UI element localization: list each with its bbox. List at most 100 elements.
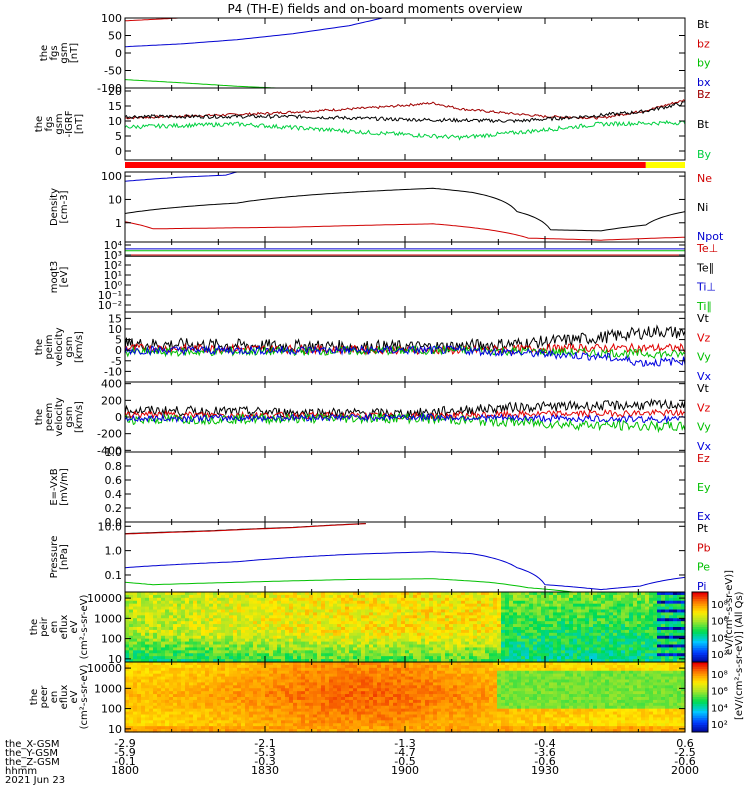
heatmap-cell — [197, 650, 202, 654]
heatmap-cell — [445, 597, 450, 602]
heatmap-cell — [645, 659, 650, 663]
heatmap-cell — [249, 708, 254, 713]
heatmap-cell — [661, 629, 666, 634]
heatmap-cell — [197, 691, 202, 695]
heatmap-cell — [217, 606, 222, 611]
heatmap-cell — [281, 714, 286, 719]
heatmap-cell — [637, 656, 642, 660]
heatmap-cell — [301, 694, 306, 698]
heatmap-cell — [209, 650, 214, 654]
heatmap-cell — [521, 618, 526, 622]
heatmap-cell — [337, 624, 342, 628]
heatmap-cell — [445, 621, 450, 625]
heatmap-cell — [577, 609, 582, 614]
heatmap-cell — [165, 594, 170, 599]
heatmap-cell — [481, 647, 486, 651]
colorbar-segment — [692, 629, 708, 633]
heatmap-cell — [425, 597, 430, 602]
heatmap-cell — [333, 627, 338, 631]
heatmap-cell — [205, 726, 210, 730]
heatmap-cell — [493, 594, 498, 599]
heatmap-cell — [301, 612, 306, 616]
heatmap-cell — [513, 594, 518, 599]
heatmap-cell — [493, 603, 498, 608]
heatmap-cell — [401, 647, 406, 651]
heatmap-cell — [149, 726, 154, 730]
heatmap-cell — [293, 650, 298, 654]
heatmap-cell — [337, 606, 342, 611]
heatmap-cell — [225, 714, 230, 719]
heatmap-cell — [285, 729, 290, 733]
heatmap-cell — [129, 670, 134, 675]
heatmap-cell — [445, 624, 450, 628]
heatmap-cell — [237, 729, 242, 733]
heatmap-cell — [269, 664, 274, 669]
heatmap-cell — [333, 641, 338, 646]
heatmap-cell — [449, 603, 454, 608]
heatmap-cell — [205, 615, 210, 619]
heatmap-cell — [301, 597, 306, 602]
heatmap-cell — [629, 612, 634, 616]
colorbar-segment — [692, 603, 708, 607]
heatmap-cell — [337, 656, 342, 660]
heatmap-cell — [209, 627, 214, 631]
heatmap-cell — [261, 667, 266, 672]
heatmap-cell — [477, 653, 482, 657]
heatmap-cell — [533, 603, 538, 608]
heatmap-cell — [217, 656, 222, 660]
heatmap-cell — [165, 705, 170, 710]
heatmap-cell — [217, 612, 222, 616]
heatmap-cell — [317, 647, 322, 651]
heatmap-cell — [517, 621, 522, 625]
heatmap-cell — [505, 600, 510, 605]
heatmap-cell — [209, 714, 214, 719]
heatmap-cell — [261, 685, 266, 689]
heatmap-cell — [601, 597, 606, 602]
heatmap-cell — [133, 720, 138, 724]
heatmap-cell — [649, 600, 654, 605]
heatmap-cell — [177, 714, 182, 719]
heatmap-cell — [161, 603, 166, 608]
heatmap-cell — [181, 670, 186, 675]
heatmap-cell — [245, 673, 250, 678]
heatmap-cell — [593, 653, 598, 657]
heatmap-cell — [593, 594, 598, 599]
heatmap-cell — [157, 647, 162, 651]
heatmap-cell — [181, 717, 186, 721]
heatmap-cell — [625, 615, 630, 619]
heatmap-cell — [633, 621, 638, 625]
heatmap-cell — [345, 606, 350, 611]
heatmap-cell — [125, 667, 130, 672]
heatmap-cell — [561, 615, 566, 619]
heatmap-cell — [273, 697, 278, 701]
heatmap-cell — [221, 717, 226, 721]
heatmap-cell — [213, 603, 218, 608]
heatmap-cell — [277, 627, 282, 631]
heatmap-cell — [177, 603, 182, 608]
heatmap-cell — [549, 650, 554, 654]
heatmap-cell — [637, 621, 642, 625]
heatmap-cell — [437, 635, 442, 640]
heatmap-cell — [661, 638, 666, 643]
heatmap-cell — [301, 647, 306, 651]
heatmap-cell — [269, 627, 274, 631]
heatmap-cell — [621, 653, 626, 657]
heatmap-cell — [489, 638, 494, 643]
heatmap-cell — [429, 644, 434, 649]
heatmap-cell — [673, 644, 678, 649]
heatmap-cell — [641, 627, 646, 631]
heatmap-cell — [157, 592, 162, 596]
heatmap-cell — [145, 699, 150, 704]
heatmap-cell — [129, 609, 134, 614]
heatmap-cell — [169, 641, 174, 646]
heatmap-cell — [205, 688, 210, 692]
heatmap-cell — [633, 653, 638, 657]
heatmap-cell — [209, 711, 214, 716]
heatmap-cell — [141, 679, 146, 684]
heatmap-cell — [153, 629, 158, 634]
heatmap-cell — [461, 618, 466, 622]
heatmap-cell — [353, 603, 358, 608]
heatmap-cell — [393, 624, 398, 628]
y-tick-label: 15 — [108, 100, 122, 113]
heatmap-cell — [361, 635, 366, 640]
